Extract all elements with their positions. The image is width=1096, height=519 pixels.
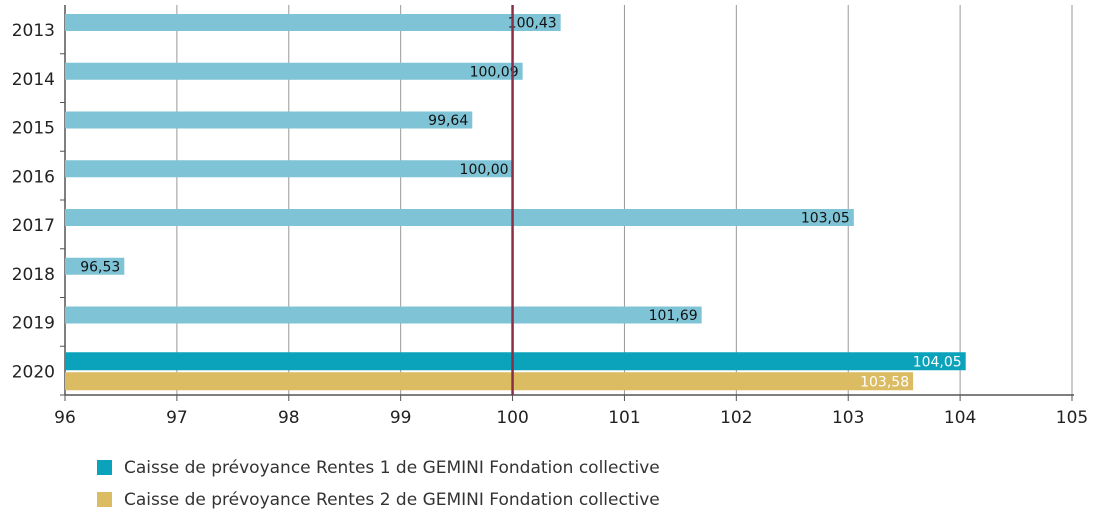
x-tick-label: 96 <box>54 408 76 428</box>
x-tick-label: 100 <box>496 408 528 428</box>
y-tick-label: 2013 <box>12 21 55 41</box>
value-label: 101,69 <box>649 308 698 324</box>
legend-swatch <box>97 460 112 475</box>
value-label: 100,43 <box>508 16 557 32</box>
x-tick-label: 101 <box>608 408 640 428</box>
bar <box>65 111 473 129</box>
x-tick-label: 105 <box>1056 408 1088 428</box>
x-tick-label: 98 <box>278 408 300 428</box>
value-label: 103,05 <box>801 211 850 227</box>
y-tick-label: 2015 <box>12 119 55 139</box>
y-tick-label: 2019 <box>12 314 55 334</box>
bar <box>65 160 513 178</box>
legend-label: Caisse de prévoyance Rentes 1 de GEMINI … <box>124 458 660 478</box>
value-label: 96,53 <box>80 259 120 275</box>
legend-label: Caisse de prévoyance Rentes 2 de GEMINI … <box>124 490 660 510</box>
value-label: 100,09 <box>470 64 519 80</box>
x-tick-label: 102 <box>720 408 752 428</box>
y-tick-label: 2017 <box>12 216 55 236</box>
value-label: 99,64 <box>428 113 468 129</box>
value-label: 100,00 <box>460 162 509 178</box>
bar <box>65 257 125 275</box>
value-label: 104,05 <box>913 354 962 370</box>
bar <box>65 306 702 324</box>
bar <box>65 62 523 80</box>
x-tick-label: 97 <box>166 408 188 428</box>
x-tick-label: 104 <box>944 408 976 428</box>
y-tick-label: 2016 <box>12 167 55 187</box>
value-label: 103,58 <box>860 374 909 390</box>
bar <box>65 209 854 226</box>
bar <box>65 352 966 371</box>
x-tick-label: 103 <box>832 408 864 428</box>
x-tick-label: 99 <box>390 408 412 428</box>
y-tick-label: 2014 <box>12 70 55 90</box>
bar <box>65 14 561 31</box>
bar <box>65 372 914 391</box>
y-tick-label: 2018 <box>12 265 55 285</box>
y-tick-label: 2020 <box>12 362 55 382</box>
legend-swatch <box>97 492 112 507</box>
